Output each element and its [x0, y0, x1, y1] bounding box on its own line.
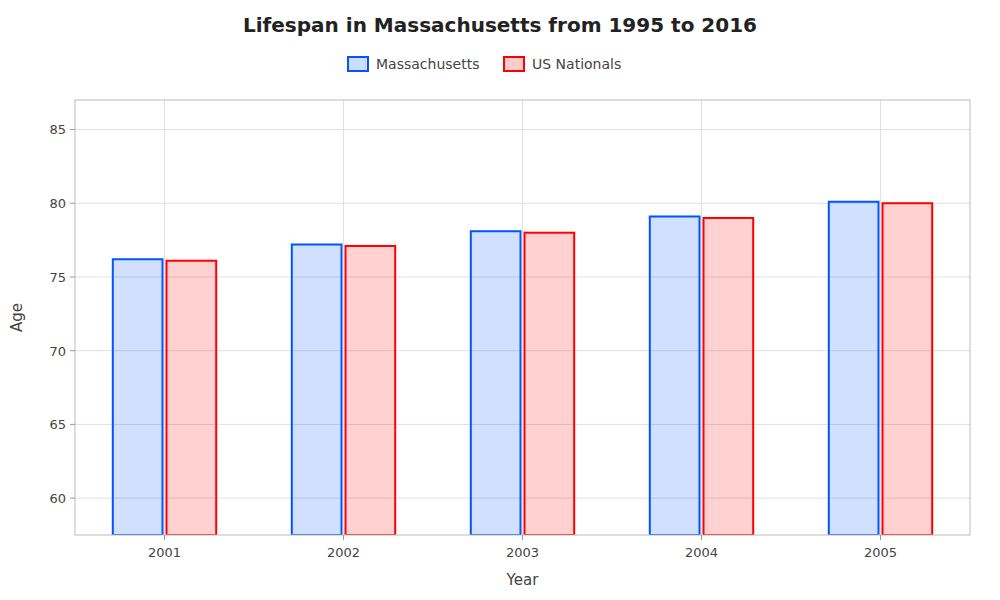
- bar: [704, 218, 754, 535]
- x-tick-label: 2002: [327, 545, 360, 560]
- y-tick: [70, 203, 75, 204]
- legend: Massachusetts US Nationals: [348, 56, 621, 72]
- y-tick: [70, 350, 75, 351]
- legend-swatch: [504, 57, 524, 71]
- x-tick: [343, 535, 344, 540]
- y-tick: [70, 276, 75, 277]
- x-tick: [880, 535, 881, 540]
- x-tick-label: 2001: [148, 545, 181, 560]
- y-tick-label: 70: [49, 344, 66, 359]
- bar: [471, 231, 521, 535]
- bar: [883, 203, 933, 535]
- x-tick-label: 2004: [685, 545, 718, 560]
- y-tick-label: 85: [49, 122, 66, 137]
- plot-frame: [75, 100, 970, 535]
- legend-label: US Nationals: [532, 56, 621, 72]
- bar: [346, 246, 396, 535]
- x-tick: [164, 535, 165, 540]
- y-tick-label: 75: [49, 270, 66, 285]
- y-axis: 60 65 70 75 80 85: [49, 122, 75, 506]
- bars: [113, 202, 932, 535]
- bar: [167, 261, 217, 535]
- bar: [525, 233, 575, 535]
- y-tick: [70, 424, 75, 425]
- bar: [292, 245, 342, 535]
- y-axis-label: Age: [8, 303, 26, 332]
- bar: [113, 259, 163, 535]
- grid: [75, 100, 970, 535]
- x-grid-line: [343, 100, 344, 535]
- legend-item: US Nationals: [504, 56, 621, 72]
- x-axis-label: Year: [506, 571, 540, 589]
- x-grid-line: [880, 100, 881, 535]
- x-tick-label: 2003: [506, 545, 539, 560]
- x-tick: [522, 535, 523, 540]
- x-tick-label: 2005: [864, 545, 897, 560]
- bar-series: [167, 203, 933, 535]
- chart-container: Lifespan in Massachusetts from 1995 to 2…: [0, 0, 1000, 600]
- y-tick-label: 65: [49, 417, 66, 432]
- x-tick: [701, 535, 702, 540]
- legend-label: Massachusetts: [376, 56, 479, 72]
- chart-svg: Lifespan in Massachusetts from 1995 to 2…: [0, 0, 1000, 600]
- y-tick-label: 80: [49, 196, 66, 211]
- bar: [650, 216, 700, 535]
- bar-series: [113, 202, 879, 535]
- x-axis: 2001 2002 2003 2004 2005: [148, 535, 897, 560]
- chart-title: Lifespan in Massachusetts from 1995 to 2…: [243, 13, 757, 37]
- legend-item: Massachusetts: [348, 56, 479, 72]
- y-tick: [70, 498, 75, 499]
- legend-swatch: [348, 57, 368, 71]
- x-grid-line: [522, 100, 523, 535]
- bar: [829, 202, 879, 535]
- y-tick-label: 60: [49, 491, 66, 506]
- x-grid-line: [701, 100, 702, 535]
- x-grid-line: [164, 100, 165, 535]
- y-tick: [70, 129, 75, 130]
